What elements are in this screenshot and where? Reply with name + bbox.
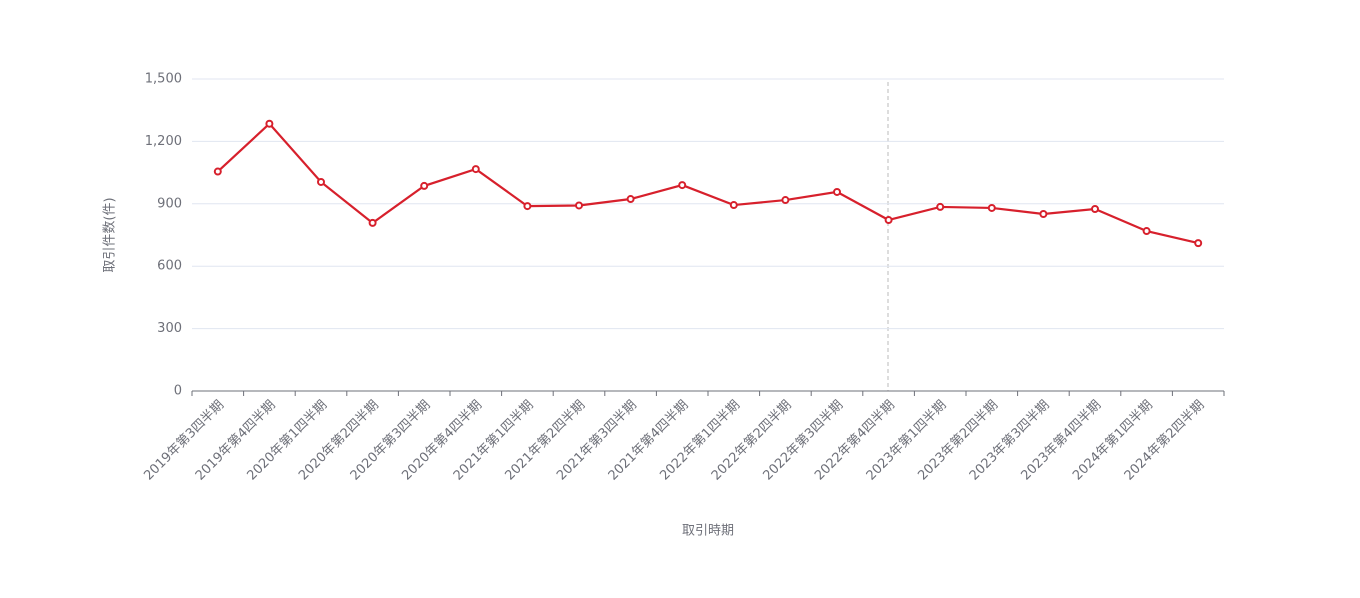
point bbox=[833, 187, 841, 196]
point bbox=[1194, 239, 1203, 248]
point bbox=[1091, 205, 1099, 213]
y-axis-title: 取引件数(件) bbox=[103, 197, 118, 272]
point bbox=[471, 165, 480, 174]
point bbox=[368, 218, 377, 227]
line bbox=[217, 122, 1199, 245]
y-tick-label: 1,200 bbox=[145, 134, 182, 149]
y-tick-label: 1,500 bbox=[145, 72, 182, 87]
point bbox=[1142, 227, 1151, 236]
y-tick-label: 300 bbox=[157, 321, 182, 336]
point bbox=[317, 177, 325, 186]
point bbox=[420, 181, 429, 190]
y-tick-label: 900 bbox=[157, 196, 182, 211]
point bbox=[936, 202, 945, 211]
point bbox=[729, 201, 738, 210]
point bbox=[265, 119, 274, 128]
point bbox=[781, 196, 790, 205]
x-axis-title: 取引時期 bbox=[682, 524, 734, 539]
point bbox=[987, 203, 996, 212]
point bbox=[523, 202, 532, 211]
point bbox=[626, 195, 635, 204]
point bbox=[1039, 209, 1048, 218]
point bbox=[575, 201, 583, 210]
point bbox=[884, 216, 893, 225]
y-tick-label: 600 bbox=[157, 259, 182, 274]
y-tick-label: 0 bbox=[174, 384, 182, 399]
point bbox=[678, 181, 687, 190]
point bbox=[213, 167, 222, 176]
